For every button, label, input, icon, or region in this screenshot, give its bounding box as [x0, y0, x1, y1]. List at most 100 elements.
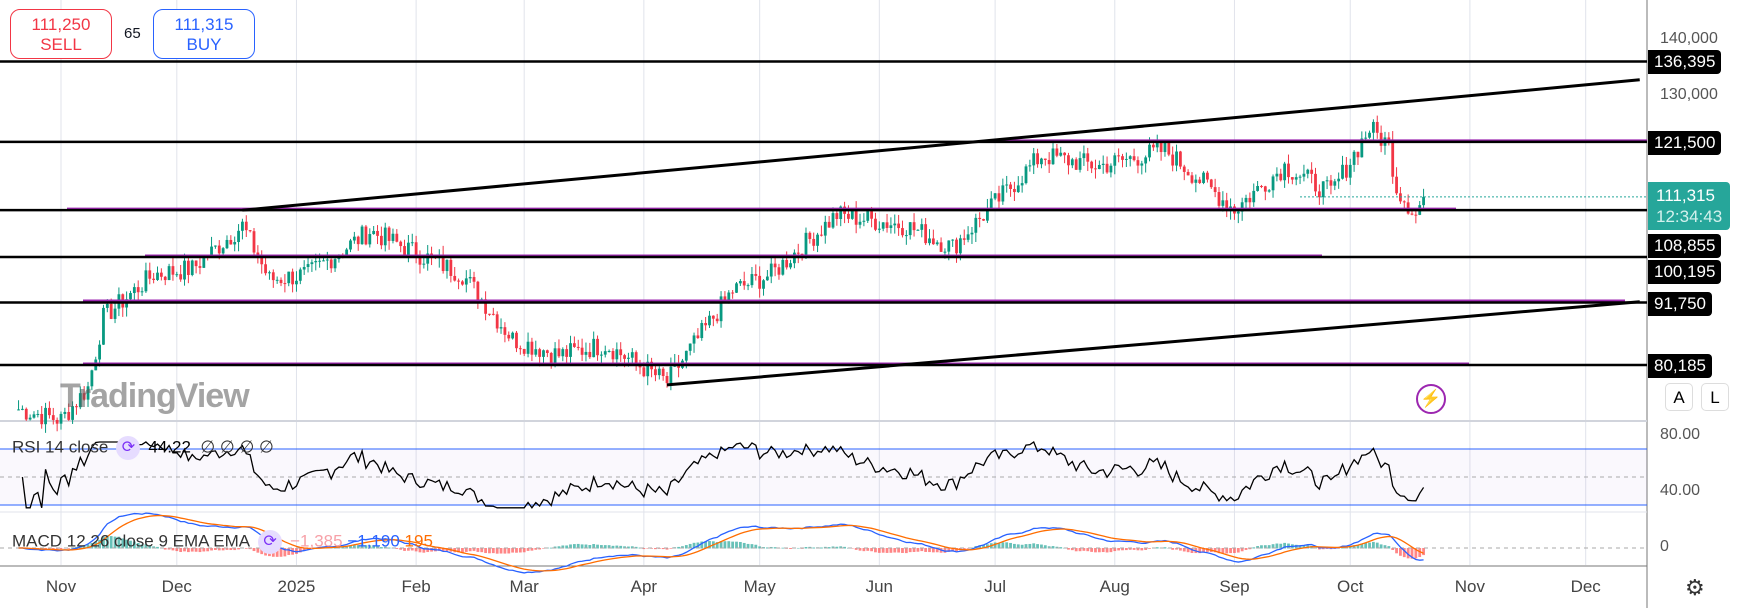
macd-histogram-bar — [665, 548, 669, 550]
candle-body — [322, 260, 325, 262]
refresh-icon[interactable]: ⟳ — [116, 436, 141, 460]
candle-body — [654, 369, 657, 376]
candle-body — [688, 343, 692, 351]
macd-histogram-bar — [140, 544, 144, 549]
macd-histogram-bar — [839, 546, 843, 549]
candle-body — [453, 275, 457, 281]
macd-histogram-bar — [484, 548, 487, 554]
candle-body — [1086, 153, 1090, 162]
macd-histogram-bar — [858, 548, 862, 551]
time-tick: Nov — [45, 577, 77, 596]
macd-histogram-bar — [302, 548, 306, 552]
candle-body — [646, 361, 650, 377]
sell-button[interactable]: 111,250 SELL — [10, 9, 112, 59]
lightning-icon[interactable]: ⚡ — [1416, 384, 1446, 414]
macd-histogram-bar — [82, 545, 86, 549]
macd-histogram-bar — [1175, 548, 1178, 550]
candle-body — [1356, 151, 1360, 158]
macd-histogram-bar — [1036, 544, 1039, 549]
macd-histogram-bar — [1418, 548, 1422, 558]
macd-histogram-bar — [549, 547, 553, 549]
sell-label: SELL — [40, 35, 82, 54]
macd-histogram-bar — [407, 548, 410, 551]
candle-body — [1236, 211, 1240, 214]
candle-body — [329, 259, 333, 269]
refresh-icon[interactable]: ⟳ — [258, 530, 283, 554]
macd-histogram-bar — [603, 545, 607, 549]
candle-body — [534, 349, 538, 355]
candle-body — [808, 232, 812, 239]
candle-body — [885, 222, 889, 228]
candle-body — [684, 350, 688, 361]
candle-body — [1063, 152, 1066, 156]
candle-body — [928, 238, 931, 244]
candle-body — [190, 260, 194, 275]
candle-body — [1206, 172, 1209, 180]
candle-body — [298, 269, 302, 281]
macd-histogram-bar — [1356, 544, 1360, 549]
candle-body — [758, 275, 762, 289]
macd-histogram-bar — [738, 541, 742, 549]
macd-histogram-bar — [1375, 542, 1379, 549]
candle-body — [109, 303, 113, 319]
candle-body — [1051, 148, 1055, 165]
macd-histogram-bar — [758, 546, 762, 549]
log-scale-button[interactable]: L — [1701, 383, 1729, 411]
candle-body — [511, 332, 515, 339]
candle-body — [850, 210, 854, 219]
candle-body — [175, 274, 179, 276]
candle-body — [731, 292, 735, 294]
buy-button[interactable]: 111,315 BUY — [153, 9, 255, 59]
level-label: 100,195 — [1648, 260, 1722, 284]
candle-body — [159, 272, 163, 277]
candle-body — [565, 349, 569, 357]
candle-body — [1109, 165, 1113, 173]
candle-body — [935, 242, 939, 245]
candle-body — [148, 270, 152, 279]
candle-body — [700, 323, 704, 339]
macd-histogram-bar — [1260, 545, 1263, 549]
auto-scale-button[interactable]: A — [1665, 383, 1693, 411]
macd-histogram-bar — [630, 546, 634, 549]
candle-body — [569, 343, 572, 357]
candle-body — [449, 259, 453, 276]
macd-histogram-bar — [117, 536, 121, 549]
macd-histogram-bar — [352, 544, 356, 549]
gear-icon[interactable]: ⚙ — [1685, 575, 1705, 600]
candle-body — [179, 274, 183, 280]
candle-body — [1090, 161, 1094, 169]
rsi-legend: RSI 14 close ⟳ 44.22 ∅ ∅ ∅ ∅ — [12, 436, 274, 460]
candle-body — [754, 274, 758, 276]
candle-body — [210, 246, 213, 258]
macd-histogram-bar — [1236, 548, 1240, 553]
macd-histogram-bar — [376, 545, 379, 549]
macd-histogram-bar — [901, 548, 904, 553]
macd-histogram-bar — [1399, 548, 1402, 556]
candle-body — [302, 266, 306, 270]
macd-histogram-bar — [129, 540, 132, 549]
candle-body — [1059, 152, 1063, 156]
candle-body — [98, 344, 101, 360]
macd-histogram-bar — [1090, 548, 1094, 552]
current-price: 111,315 — [1656, 186, 1715, 205]
macd-histogram-bar — [1121, 548, 1124, 551]
macd-histogram-bar — [1406, 548, 1410, 559]
level-label: 121,500 — [1648, 131, 1722, 155]
candle-body — [410, 242, 414, 244]
macd-histogram-bar — [1148, 548, 1151, 549]
time-tick: Dec — [161, 577, 192, 596]
candle-body — [831, 213, 835, 228]
macd-histogram-bar — [399, 548, 403, 550]
candle-body — [993, 193, 997, 199]
candle-body — [916, 229, 920, 231]
candle-body — [1067, 155, 1070, 166]
candle-body — [1310, 169, 1314, 174]
candle-body — [1128, 156, 1132, 159]
macd-histogram-bar — [1298, 545, 1302, 549]
macd-histogram-bar — [534, 548, 538, 550]
macd-histogram-bar — [1217, 548, 1221, 554]
candle-body — [561, 349, 565, 357]
candle-body — [1105, 163, 1109, 173]
macd-histogram-bar — [1225, 548, 1229, 554]
